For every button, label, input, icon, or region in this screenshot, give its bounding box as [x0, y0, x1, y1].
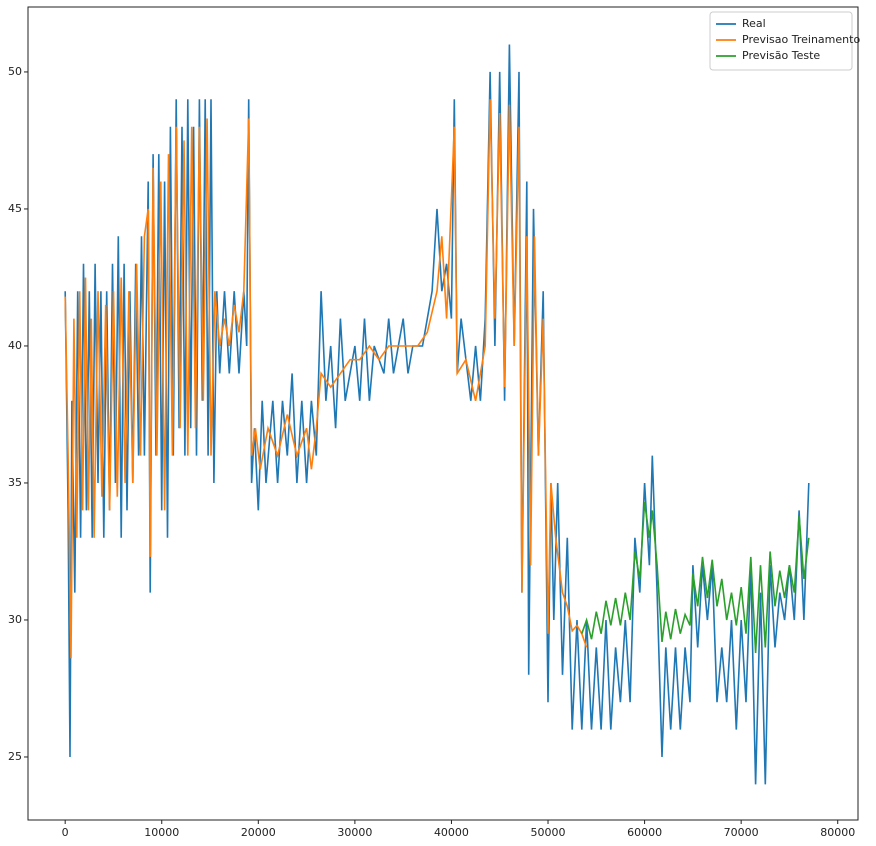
x-tick-label: 40000 [434, 826, 469, 839]
series-line [64, 99, 588, 659]
y-tick-label: 45 [8, 202, 22, 215]
y-tick-label: 40 [8, 339, 22, 352]
legend-box [709, 11, 853, 71]
legend: Real Previsao Treinamento Previsão Teste [709, 11, 860, 71]
x-tick-label: 80000 [820, 826, 855, 839]
legend-label: Previsão Teste [742, 49, 820, 62]
x-tick-label: 30000 [337, 826, 372, 839]
x-tick-label: 50000 [531, 826, 566, 839]
axes-frame [27, 6, 859, 821]
legend-label: Real [742, 17, 766, 30]
x-tick-label: 70000 [724, 826, 759, 839]
x-tick-label: 60000 [627, 826, 662, 839]
y-tick-label: 30 [8, 613, 22, 626]
legend-label: Previsao Treinamento [742, 33, 860, 46]
x-tick-label: 0 [62, 826, 69, 839]
series-line [581, 501, 810, 653]
x-tick-label: 10000 [144, 826, 179, 839]
y-tick-label: 50 [8, 65, 22, 78]
y-tick-label: 25 [8, 750, 22, 763]
plot-area [28, 7, 858, 820]
x-tick-label: 20000 [241, 826, 276, 839]
y-tick-label: 35 [8, 476, 22, 489]
